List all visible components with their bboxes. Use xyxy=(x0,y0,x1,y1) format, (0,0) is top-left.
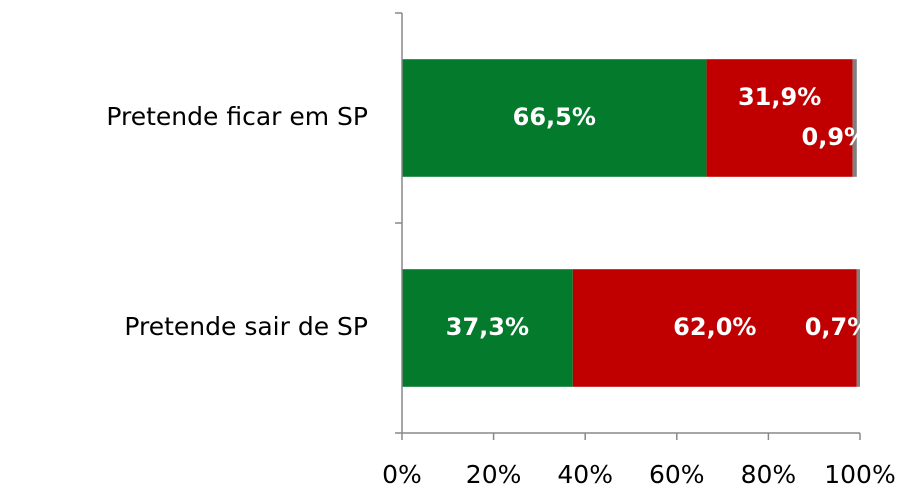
data-label: 62,0% xyxy=(673,313,756,341)
x-tick-label: 60% xyxy=(649,460,705,489)
bar-segment xyxy=(402,269,573,387)
x-tick-label: 20% xyxy=(466,460,522,489)
bar-segment xyxy=(856,269,860,387)
data-label: 31,9% xyxy=(738,83,821,111)
data-label: 37,3% xyxy=(446,313,529,341)
x-tick-label: 80% xyxy=(741,460,797,489)
bar-segment xyxy=(572,269,857,387)
x-tick-label: 100% xyxy=(824,460,895,489)
bar-segment xyxy=(706,59,853,177)
x-tick-label: 0% xyxy=(382,460,422,489)
bar-segment xyxy=(852,59,857,177)
data-label: 0,7% xyxy=(805,313,872,341)
category-label: Pretende sair de SP xyxy=(124,312,368,341)
data-label: 66,5% xyxy=(513,103,596,131)
bar-segment xyxy=(402,59,707,177)
category-label: Pretende ficar em SP xyxy=(106,102,368,131)
x-tick-label: 40% xyxy=(557,460,613,489)
data-label: 0,9% xyxy=(802,123,869,151)
plot-area: 66,5% 31,9% 0,9% 37,3% 62,0% 0,7% xyxy=(402,59,872,387)
